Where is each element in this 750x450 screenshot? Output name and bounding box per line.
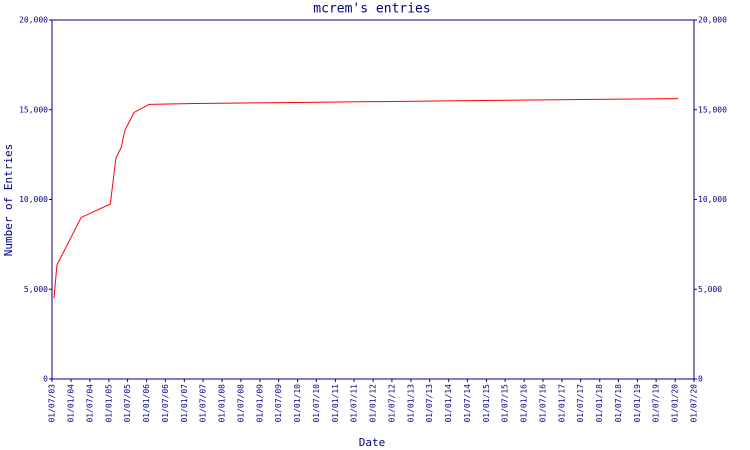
y-tick-label: 10,000 (19, 195, 48, 204)
x-tick-label: 01/01/15 (482, 384, 491, 423)
x-tick-label: 01/01/17 (557, 384, 566, 423)
x-tick-label: 01/01/13 (406, 384, 415, 423)
x-tick-label: 01/01/18 (595, 384, 604, 423)
x-tick-label: 01/07/07 (199, 384, 208, 423)
x-tick-label: 01/07/17 (576, 384, 585, 423)
x-tick-label: 01/01/09 (255, 384, 264, 423)
x-tick-label: 01/07/08 (236, 384, 245, 423)
x-tick-label: 01/01/05 (104, 384, 113, 423)
y2-tick-label: 10,000 (698, 195, 727, 204)
x-tick-label: 01/01/04 (67, 384, 76, 423)
y2-tick-label: 5,000 (698, 285, 722, 294)
x-tick-label: 01/07/18 (614, 384, 623, 423)
chart-title: mcrem's entries (313, 2, 430, 17)
y2-tick-label: 0 (698, 375, 703, 384)
x-tick-label: 01/07/05 (123, 384, 132, 423)
x-axis-label: Date (359, 436, 386, 449)
x-tick-label: 01/01/14 (444, 384, 453, 423)
x-tick-label: 01/07/20 (690, 384, 699, 423)
y-axis-label: Number of Entries (2, 144, 15, 257)
x-tick-label: 01/01/07 (180, 384, 189, 423)
x-tick-label: 01/07/03 (48, 384, 57, 423)
x-tick-label: 01/07/15 (501, 384, 510, 423)
y-tick-label: 20,000 (19, 16, 48, 25)
x-tick-label: 01/01/19 (633, 384, 642, 423)
y2-tick-label: 15,000 (698, 105, 727, 114)
y-tick-label: 5,000 (24, 285, 48, 294)
x-tick-label: 01/07/10 (312, 384, 321, 423)
x-tick-label: 01/01/11 (331, 384, 340, 423)
x-tick-label: 01/07/13 (425, 384, 434, 423)
x-tick-label: 01/07/09 (274, 384, 283, 423)
x-tick-label: 01/07/06 (161, 384, 170, 423)
x-tick-label: 01/07/11 (350, 384, 359, 423)
x-tick-label: 01/01/16 (520, 384, 529, 423)
x-tick-label: 01/01/20 (671, 384, 680, 423)
x-tick-label: 01/07/19 (652, 384, 661, 423)
plot-frame (51, 19, 695, 380)
y2-tick-label: 20,000 (698, 16, 727, 25)
x-tick-label: 01/01/08 (218, 384, 227, 423)
x-tick-label: 01/01/06 (142, 384, 151, 423)
data-line (53, 98, 679, 299)
x-tick-label: 01/07/16 (538, 384, 547, 423)
x-tick-label: 01/07/12 (387, 384, 396, 423)
x-tick-label: 01/07/14 (463, 384, 472, 423)
x-tick-label: 01/07/04 (85, 384, 94, 423)
x-tick-label: 01/01/12 (369, 384, 378, 423)
y-tick-label: 0 (43, 375, 48, 384)
y-tick-label: 15,000 (19, 105, 48, 114)
x-tick-label: 01/01/10 (293, 384, 302, 423)
